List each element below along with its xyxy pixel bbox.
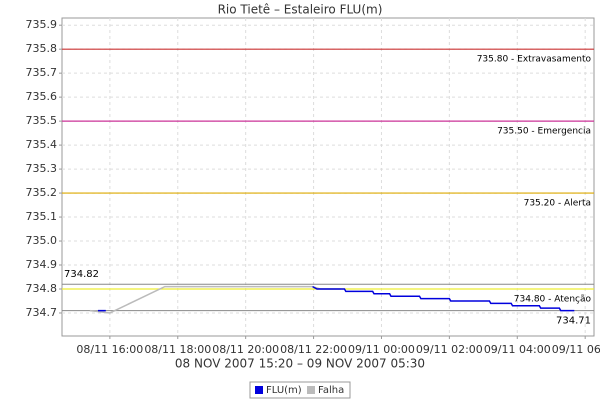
marker-label: 734.71 bbox=[556, 316, 591, 327]
x-tick-label: 09/11 00:00 bbox=[348, 343, 415, 356]
y-tick-label: 735.8 bbox=[26, 42, 58, 55]
y-tick-label: 735.7 bbox=[26, 66, 58, 79]
x-tick-label: 08/11 22:00 bbox=[280, 343, 347, 356]
x-tick-label: 09/11 04:00 bbox=[484, 343, 551, 356]
x-tick-label: 09/11 02:00 bbox=[416, 343, 483, 356]
legend-label: Falha bbox=[318, 385, 344, 396]
legend-box bbox=[249, 381, 351, 399]
x-tick-label: 09/11 06:00 bbox=[552, 343, 600, 356]
series-line bbox=[97, 285, 575, 312]
legend-label: FLU(m) bbox=[266, 385, 302, 396]
plot-area bbox=[61, 17, 595, 337]
y-tick-label: 735.5 bbox=[26, 114, 58, 127]
y-tick-label: 735.2 bbox=[26, 186, 58, 199]
y-tick-label: 735.3 bbox=[26, 162, 58, 175]
y-tick-label: 735.6 bbox=[26, 90, 58, 103]
threshold-label: 735.80 - Extravasamento bbox=[477, 55, 592, 65]
y-tick-label: 734.9 bbox=[26, 258, 58, 271]
chart-title: Rio Tietê – Estaleiro FLU(m) bbox=[218, 3, 383, 17]
marker-label: 734.82 bbox=[64, 269, 99, 280]
y-tick-label: 734.8 bbox=[26, 282, 58, 295]
x-tick-label: 08/11 20:00 bbox=[212, 343, 279, 356]
legend-swatch bbox=[255, 386, 263, 394]
x-axis-label: 08 NOV 2007 15:20 – 09 NOV 2007 05:30 bbox=[175, 357, 425, 371]
y-tick-label: 735.9 bbox=[26, 18, 58, 31]
y-tick-label: 734.7 bbox=[26, 306, 58, 319]
threshold-label: 735.20 - Alerta bbox=[524, 199, 591, 209]
y-tick-label: 735.1 bbox=[26, 210, 58, 223]
y-tick-label: 735.0 bbox=[26, 234, 58, 247]
y-tick-label: 735.4 bbox=[26, 138, 58, 151]
x-tick-label: 08/11 18:00 bbox=[144, 343, 211, 356]
threshold-label: 735.50 - Emergencia bbox=[497, 127, 591, 137]
threshold-label: 734.80 - Atenção bbox=[514, 294, 592, 304]
x-tick-label: 08/11 16:00 bbox=[76, 343, 143, 356]
legend-swatch bbox=[307, 386, 315, 394]
